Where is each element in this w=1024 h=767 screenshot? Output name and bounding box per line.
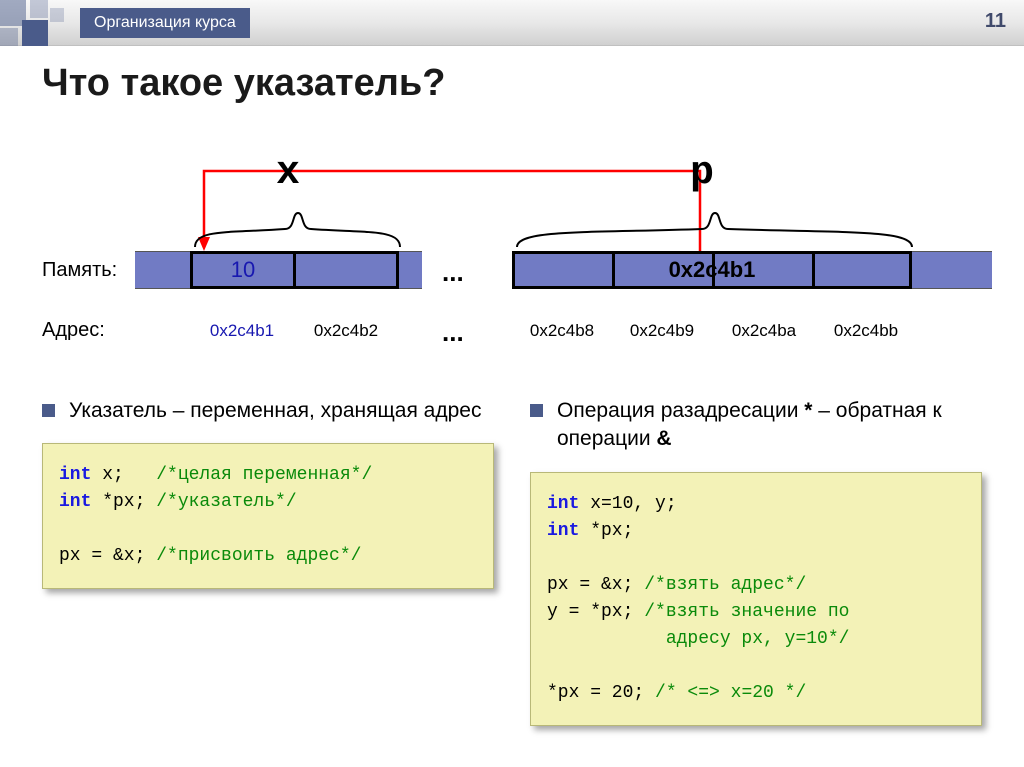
mem-strip-left <box>135 251 190 289</box>
bullet-icon <box>42 404 55 417</box>
right-codebox: int x=10, y; int *px; px = &x; /*взять а… <box>530 472 982 726</box>
comment: адресу px, y=10*/ <box>547 629 849 649</box>
left-bullet-text: Указатель – переменная, хранящая адрес <box>69 397 481 425</box>
cell-div-2 <box>712 251 715 289</box>
cell-x-value: 10 <box>190 251 296 289</box>
addr-0: 0x2c4b1 <box>196 321 288 341</box>
var-p-label: p <box>690 151 714 196</box>
comment: /*взять значение по <box>644 602 849 622</box>
txt: Операция разадресации <box>557 399 804 422</box>
code-text: *px; <box>91 492 156 512</box>
topbar: Организация курса 11 <box>0 0 1024 46</box>
code-text: x; <box>91 465 156 485</box>
bullet-icon <box>530 404 543 417</box>
code-text: y = *px; <box>547 602 644 622</box>
comment: /*целая переменная*/ <box>156 465 372 485</box>
right-bullet-text: Операция разадресации * – обратная к опе… <box>557 397 982 454</box>
left-bullet: Указатель – переменная, хранящая адрес <box>42 397 494 425</box>
cell-div-1 <box>612 251 615 289</box>
breadcrumb: Организация курса <box>80 8 250 38</box>
code-text: *px; <box>579 521 633 541</box>
brace-x <box>190 199 405 251</box>
code-text: px = &x; <box>547 575 644 595</box>
mem-strip-right <box>912 251 992 289</box>
code-text: *px = 20; <box>547 683 655 703</box>
comment: /*взять адрес*/ <box>644 575 806 595</box>
mem-ellipsis: ... <box>442 257 464 288</box>
code-text: px = &x; <box>59 546 156 566</box>
addr-3: 0x2c4b9 <box>616 321 708 341</box>
comment: /* <=> x=20 */ <box>655 683 806 703</box>
left-codebox: int x; /*целая переменная*/ int *px; /*у… <box>42 443 494 589</box>
right-column: Операция разадресации * – обратная к опе… <box>530 397 982 726</box>
cell-x-2 <box>293 251 399 289</box>
addr-2: 0x2c4b8 <box>516 321 608 341</box>
var-x-label: x <box>276 151 300 196</box>
code-text: x=10, y; <box>579 494 676 514</box>
corner-decoration <box>0 0 64 46</box>
mem-strip-mid <box>398 251 422 289</box>
cell-div-3 <box>812 251 815 289</box>
kw: int <box>547 494 579 514</box>
brace-p <box>512 199 918 251</box>
addr-4: 0x2c4ba <box>718 321 810 341</box>
comment: /*указатель*/ <box>156 492 296 512</box>
content-columns: Указатель – переменная, хранящая адрес i… <box>0 397 1024 726</box>
kw: int <box>59 465 91 485</box>
addr-ellipsis: ... <box>442 317 464 348</box>
memory-diagram: x p Память: Адрес: 10 ... ... 0x2c4b1 0x… <box>0 141 1024 397</box>
addr-5: 0x2c4bb <box>820 321 912 341</box>
right-bullet: Операция разадресации * – обратная к опе… <box>530 397 982 454</box>
memory-label: Память: <box>42 259 117 282</box>
op-amp: & <box>656 427 671 450</box>
page-title: Что такое указатель? <box>42 62 1024 105</box>
kw: int <box>547 521 579 541</box>
left-column: Указатель – переменная, хранящая адрес i… <box>42 397 494 726</box>
comment: /*присвоить адрес*/ <box>156 546 361 566</box>
addr-1: 0x2c4b2 <box>300 321 392 341</box>
address-label: Адрес: <box>42 319 105 342</box>
slide-number: 11 <box>985 10 1006 33</box>
kw: int <box>59 492 91 512</box>
